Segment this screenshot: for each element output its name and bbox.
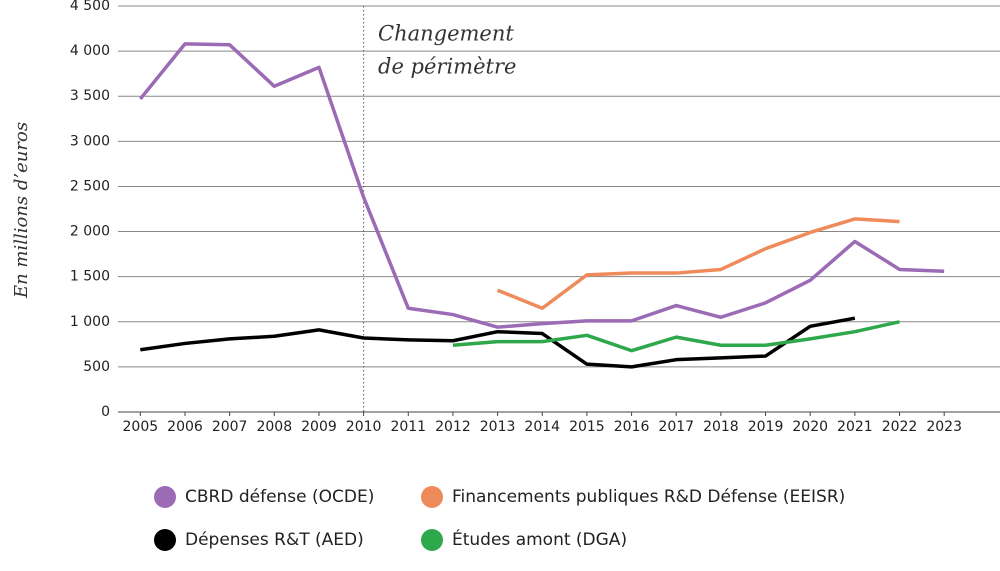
legend-label: Études amont (DGA): [452, 528, 627, 550]
x-tick-label: 2023: [926, 419, 962, 435]
y-tick-label: 4 500: [70, 0, 110, 14]
legend-swatch: [421, 529, 443, 551]
legend-label: CBRD défense (OCDE): [185, 487, 374, 507]
x-tick-label: 2009: [301, 419, 337, 435]
y-tick-label: 500: [83, 359, 110, 375]
x-tick-label: 2013: [480, 419, 516, 435]
legend-label: Financements publiques R&D Défense (EEIS…: [452, 487, 845, 507]
x-tick-label: 2010: [346, 419, 382, 435]
y-tick-label: 3 000: [70, 133, 110, 149]
y-tick-label: 2 500: [70, 178, 110, 194]
x-tick-label: 2007: [212, 419, 248, 435]
legend-label: Dépenses R&T (AED): [185, 530, 364, 550]
series-line: [496, 217, 900, 310]
x-tick-label: 2016: [614, 419, 650, 435]
x-tick-label: 2012: [435, 419, 471, 435]
x-tick-label: 2006: [167, 419, 203, 435]
annotation: de périmètre: [378, 55, 516, 79]
legend-swatch: [154, 486, 176, 508]
x-tick-label: 2011: [390, 419, 426, 435]
x-tick-label: 2019: [748, 419, 784, 435]
y-tick-label: 2 000: [70, 224, 110, 240]
x-tick-label: 2005: [123, 419, 159, 435]
y-axis-label: En millions d’euros: [11, 122, 32, 299]
series-line: [452, 320, 900, 353]
legend-swatch: [154, 529, 176, 551]
y-tick-label: 1 000: [70, 314, 110, 330]
x-tick-label: 2015: [569, 419, 605, 435]
series-line: [140, 316, 856, 369]
y-tick-label: 0: [101, 404, 110, 420]
x-tick-label: 2020: [792, 419, 828, 435]
annotation: Changement: [378, 22, 514, 46]
x-tick-label: 2021: [837, 419, 873, 435]
x-tick-label: 2017: [658, 419, 694, 435]
legend-swatch: [421, 486, 443, 508]
y-tick-label: 1 500: [70, 269, 110, 285]
x-tick-label: 2022: [882, 419, 918, 435]
x-tick-label: 2014: [524, 419, 560, 435]
series-line: [138, 42, 945, 329]
x-tick-label: 2008: [256, 419, 292, 435]
y-tick-label: 3 500: [70, 88, 110, 104]
x-tick-label: 2018: [703, 419, 739, 435]
y-tick-label: 4 000: [70, 43, 110, 59]
